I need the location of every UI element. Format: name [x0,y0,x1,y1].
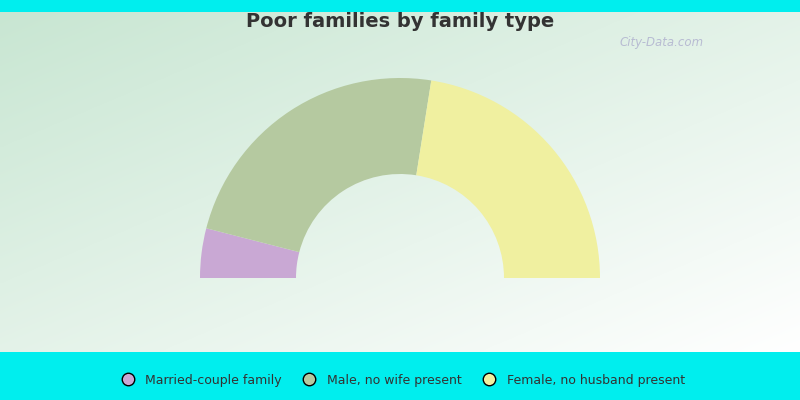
Legend: Married-couple family, Male, no wife present, Female, no husband present: Married-couple family, Male, no wife pre… [110,369,690,392]
Wedge shape [416,80,600,278]
Text: Poor families by family type: Poor families by family type [246,12,554,31]
Text: City-Data.com: City-Data.com [620,36,704,49]
Wedge shape [200,228,299,278]
Wedge shape [206,78,431,252]
